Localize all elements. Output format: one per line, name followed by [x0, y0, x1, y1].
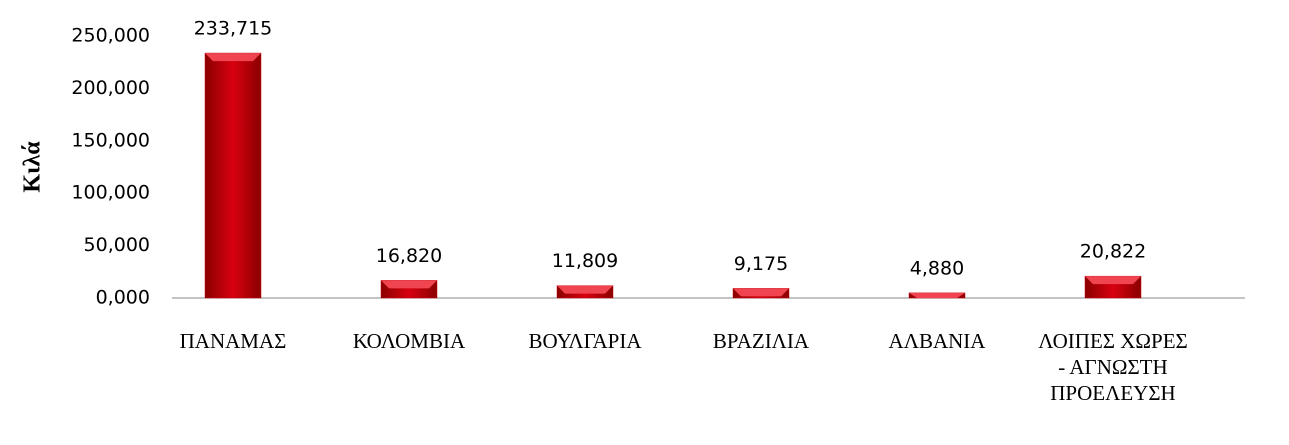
bar-top [381, 280, 437, 289]
bar [204, 52, 262, 299]
data-label: 20,822 [1080, 241, 1146, 263]
x-tick-label: ΑΛΒΑΝΙΑ [888, 329, 986, 353]
bar-top [1085, 276, 1141, 285]
bar-top [733, 288, 789, 297]
x-tick-label: ΠΑΝΑΜΑΣ [179, 329, 287, 353]
y-tick-label: 250,000 [71, 25, 150, 47]
y-tick-label: 150,000 [71, 129, 150, 151]
x-tick-label: ΒΟΥΛΓΑΡΙΑ [528, 329, 642, 353]
x-tick-label: ΛΟΙΠΕΣ ΧΩΡΕΣ - ΑΓΝΩΣΤΗ ΠΡΟΕΛΕΥΣΗ [1038, 329, 1188, 405]
bar-top [205, 53, 261, 62]
y-tick-label: 0,000 [96, 287, 150, 309]
y-tick-label: 100,000 [71, 182, 150, 204]
data-label: 4,880 [910, 257, 964, 279]
y-axis-label: Κιλά [20, 141, 46, 193]
data-label: 233,715 [194, 18, 273, 40]
data-label: 16,820 [376, 245, 442, 267]
data-label: 11,809 [552, 250, 618, 272]
y-tick-label: 50,000 [84, 234, 150, 256]
x-tick-label: ΒΡΑΖΙΛΙΑ [712, 329, 810, 353]
bar-top [557, 285, 613, 294]
data-label: 9,175 [734, 253, 788, 275]
bar-top [909, 292, 965, 298]
x-tick-label: ΚΟΛΟΜΒΙΑ [352, 329, 466, 353]
y-tick-label: 200,000 [71, 77, 150, 99]
